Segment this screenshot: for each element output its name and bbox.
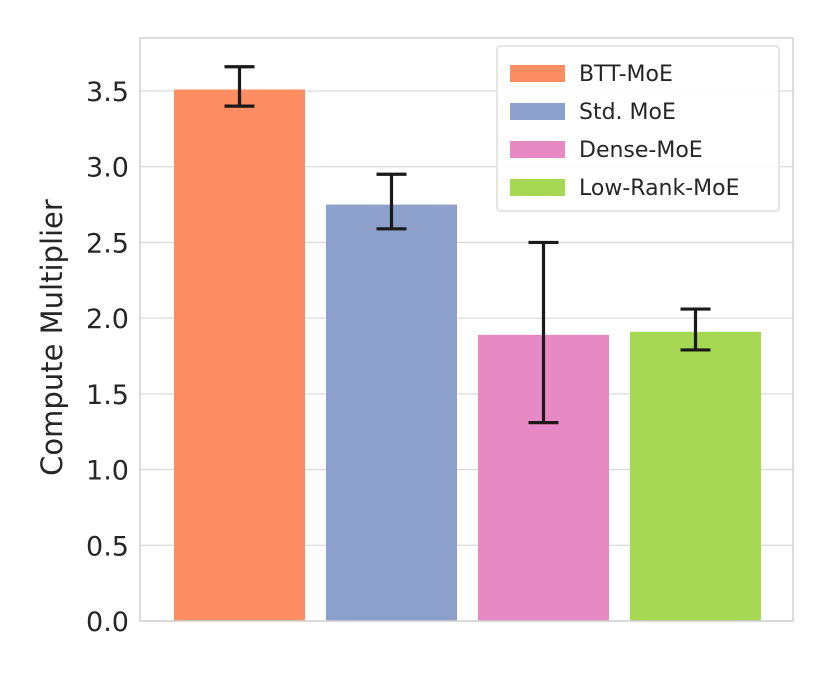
y-tick-label: 0.0 [86, 607, 129, 638]
legend-item: Dense-MoE [510, 138, 703, 163]
error-bar-low-rank-moe [680, 307, 711, 352]
legend-swatch [510, 179, 565, 196]
legend-box [496, 45, 780, 212]
y-tick-label: 1.5 [86, 380, 129, 411]
legend-swatch [510, 141, 565, 158]
y-axis-ticks: 0.0 0.5 1.0 1.5 2.0 2.5 3.0 3.5 [86, 77, 129, 638]
plot-frame [139, 37, 794, 622]
y-tick-label: 3.0 [86, 153, 129, 184]
y-tick-label: 3.5 [86, 77, 129, 108]
legend-label: Std. MoE [579, 100, 676, 125]
bar-btt-moe [174, 89, 305, 621]
bar-low-rank-moe [630, 331, 761, 621]
legend-swatch [510, 103, 565, 120]
legend-item: BTT-MoE [510, 62, 673, 87]
error-bars [224, 65, 711, 425]
y-tick-label: 0.5 [86, 531, 129, 562]
y-tick-label: 2.0 [86, 304, 129, 335]
legend-label: Low-Rank-MoE [579, 176, 740, 201]
y-axis-label: Compute Multiplier [35, 199, 69, 476]
y-tick-label: 1.0 [86, 456, 129, 487]
legend-label: Dense-MoE [579, 138, 703, 163]
legend-item: Std. MoE [510, 100, 676, 125]
legend-swatch [510, 65, 565, 82]
error-bar-dense-moe [528, 240, 559, 425]
legend-item: Low-Rank-MoE [510, 176, 740, 201]
error-bar-btt-moe [224, 65, 255, 108]
error-bar-std-moe [376, 172, 407, 231]
bars [174, 89, 761, 622]
y-tick-label: 2.5 [86, 228, 129, 259]
legend-label: BTT-MoE [579, 62, 673, 87]
bar-std-moe [326, 204, 457, 622]
legend: BTT-MoE Std. MoE Dense-MoE Low-Rank-MoE [496, 45, 780, 212]
